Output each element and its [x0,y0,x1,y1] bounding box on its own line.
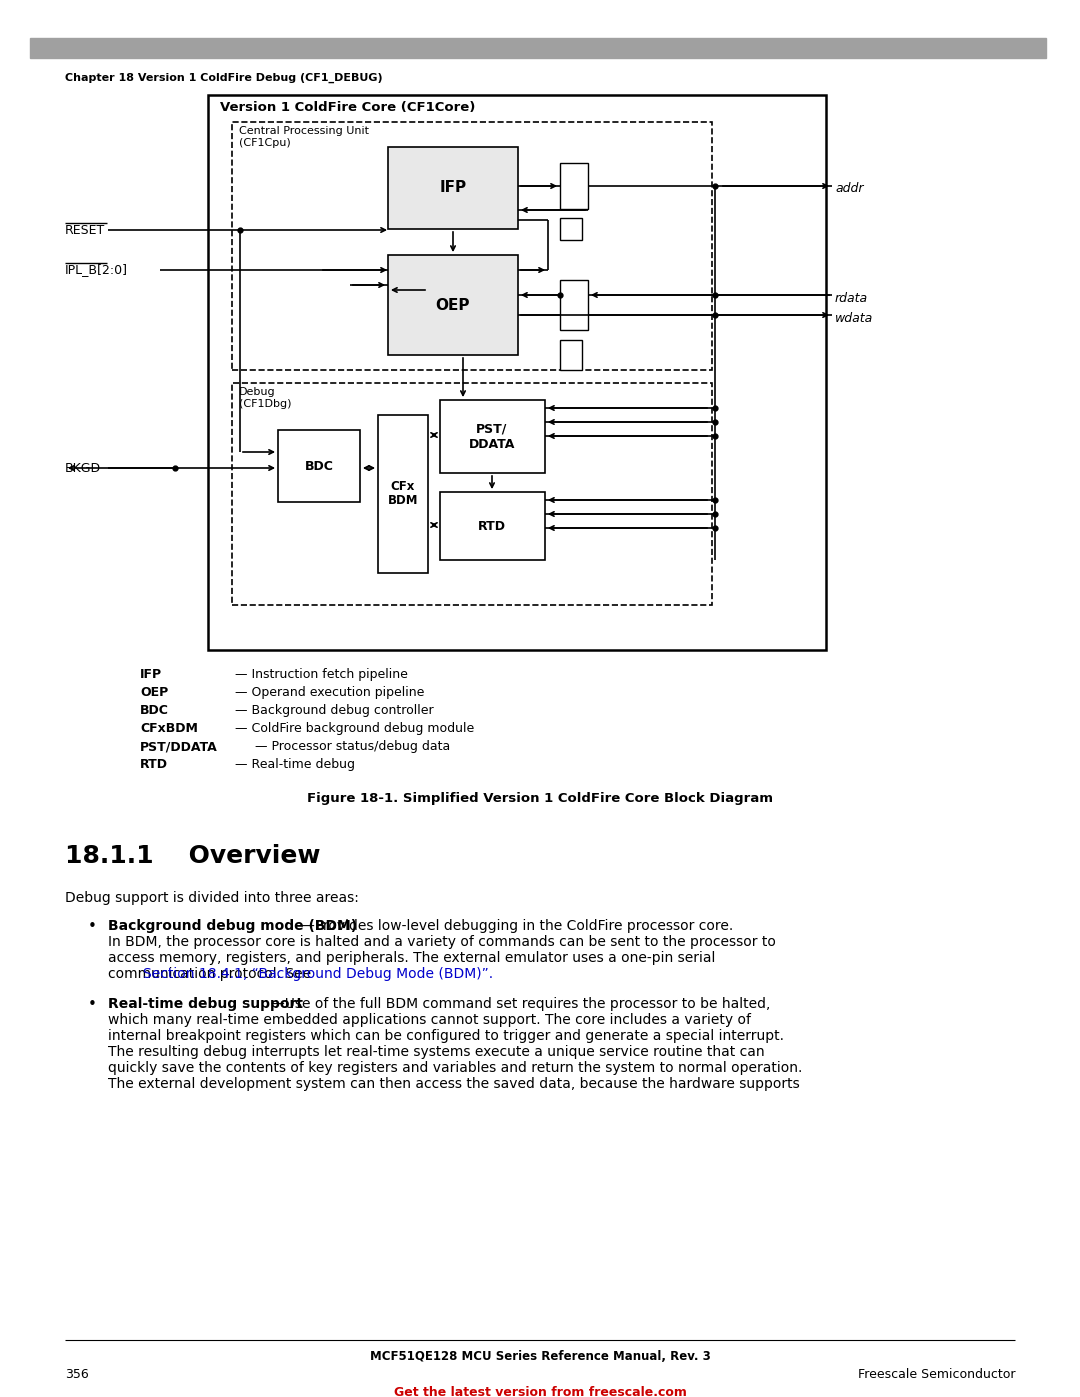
Text: CFx: CFx [391,481,415,493]
Text: OEP: OEP [435,298,470,313]
Text: — Real-time debug: — Real-time debug [235,759,355,771]
Text: addr: addr [835,182,864,194]
Text: IPL_B[2:0]: IPL_B[2:0] [65,264,129,277]
Text: BDC: BDC [140,704,168,717]
Bar [561,339,582,370]
Text: •: • [87,919,97,935]
Text: Debug: Debug [239,387,275,397]
Text: Freescale Semiconductor: Freescale Semiconductor [858,1368,1015,1382]
Text: —Use of the full BDM command set requires the processor to be halted,: —Use of the full BDM command set require… [271,997,770,1011]
Text: BDM: BDM [388,495,418,507]
Bar [561,163,588,210]
Text: (CF1Cpu): (CF1Cpu) [239,138,291,148]
Bar [440,400,545,474]
Text: access memory, registers, and peripherals. The external emulator uses a one-pin : access memory, registers, and peripheral… [108,951,715,965]
Text: RTD: RTD [478,520,507,532]
Text: The external development system can then access the saved data, because the hard: The external development system can then… [108,1077,800,1091]
Text: Get the latest version from freescale.com: Get the latest version from freescale.co… [393,1386,687,1397]
Text: wdata: wdata [835,312,874,324]
Text: MCF51QE128 MCU Series Reference Manual, Rev. 3: MCF51QE128 MCU Series Reference Manual, … [369,1350,711,1363]
Text: In BDM, the processor core is halted and a variety of commands can be sent to th: In BDM, the processor core is halted and… [108,935,775,949]
Text: internal breakpoint registers which can be configured to trigger and generate a : internal breakpoint registers which can … [108,1030,784,1044]
Bar [378,415,428,573]
Text: Real-time debug support: Real-time debug support [108,997,303,1011]
Bar [232,122,712,370]
Text: The resulting debug interrupts let real-time systems execute a unique service ro: The resulting debug interrupts let real-… [108,1045,765,1059]
Text: Version 1 ColdFire Core (CF1Core): Version 1 ColdFire Core (CF1Core) [220,101,475,115]
Text: Central Processing Unit: Central Processing Unit [239,126,369,136]
Bar [388,147,518,229]
Text: — Operand execution pipeline: — Operand execution pipeline [235,686,424,698]
Text: 356: 356 [65,1368,89,1382]
Text: PST/: PST/ [476,422,508,436]
Text: BDC: BDC [305,460,334,472]
Text: — Instruction fetch pipeline: — Instruction fetch pipeline [235,668,408,680]
Text: — Processor status/debug data: — Processor status/debug data [255,740,450,753]
Text: Debug support is divided into three areas:: Debug support is divided into three area… [65,891,359,905]
Text: •: • [87,997,97,1011]
Text: Background debug mode (BDM): Background debug mode (BDM) [108,919,357,933]
Text: (CF1Dbg): (CF1Dbg) [239,400,292,409]
Text: OEP: OEP [140,686,168,698]
Bar [232,383,712,605]
Text: RESET: RESET [65,224,105,236]
Text: IFP: IFP [140,668,162,680]
Text: Section 18.4.1, “Background Debug Mode (BDM)”.: Section 18.4.1, “Background Debug Mode (… [143,967,494,981]
Bar [561,279,588,330]
Bar [208,95,826,650]
Text: RTD: RTD [140,759,168,771]
Bar [388,256,518,355]
Text: rdata: rdata [835,292,868,305]
Text: 18.1.1    Overview: 18.1.1 Overview [65,844,321,868]
Bar [30,38,1047,59]
Text: —Provides low-level debugging in the ColdFire processor core.: —Provides low-level debugging in the Col… [301,919,733,933]
Text: CFxBDM: CFxBDM [140,722,198,735]
Text: communication protocol. See: communication protocol. See [108,967,315,981]
Text: DDATA: DDATA [469,437,515,450]
Text: — ColdFire background debug module: — ColdFire background debug module [235,722,474,735]
Text: quickly save the contents of key registers and variables and return the system t: quickly save the contents of key registe… [108,1060,802,1076]
Text: — Background debug controller: — Background debug controller [235,704,434,717]
Text: Figure 18-1. Simplified Version 1 ColdFire Core Block Diagram: Figure 18-1. Simplified Version 1 ColdFi… [307,792,773,805]
Text: PST/DDATA: PST/DDATA [140,740,218,753]
Text: which many real-time embedded applications cannot support. The core includes a v: which many real-time embedded applicatio… [108,1013,751,1027]
Text: Chapter 18 Version 1 ColdFire Debug (CF1_DEBUG): Chapter 18 Version 1 ColdFire Debug (CF1… [65,73,382,84]
Bar [440,492,545,560]
Bar [278,430,360,502]
Text: IFP: IFP [440,180,467,196]
Bar [561,218,582,240]
Text: BKGD: BKGD [65,461,102,475]
